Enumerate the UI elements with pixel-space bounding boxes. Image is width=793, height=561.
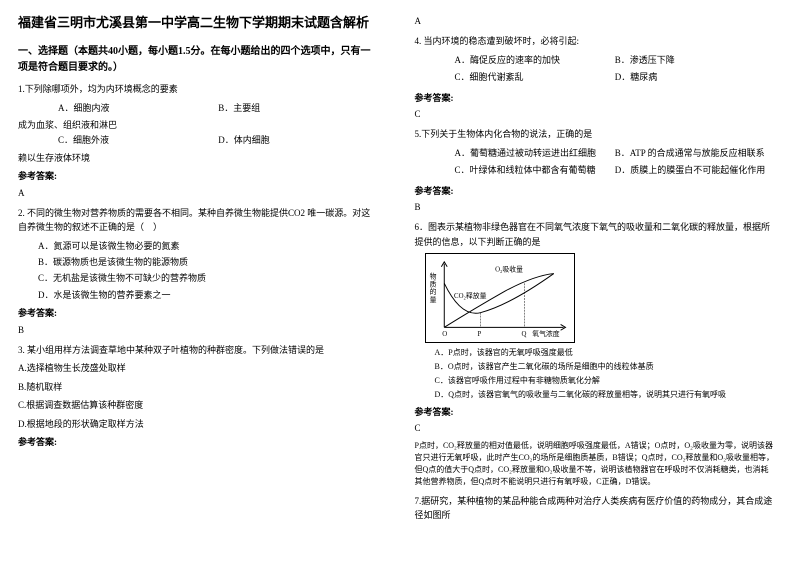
q3-text: 3. 某小组用样方法调查草地中某种双子叶植物的种群密度。下列做法错误的是 [18, 343, 379, 357]
q3-optC: C.根据调查数据估算该种群密度 [18, 398, 379, 412]
q4-optA: A．酶促反应的速率的加快 [455, 53, 615, 67]
q1-optA: A．细胞内液 [58, 101, 218, 115]
q5-ans: B [415, 200, 776, 214]
q6-optB: B．O点时，该器官产生二氧化碳的场所是细胞中的线粒体基质 [435, 361, 776, 373]
q3-ans: A [415, 14, 776, 28]
q2-ans-label: 参考答案: [18, 306, 379, 320]
q2-text: 2. 不同的微生物对营养物质的需要各不相同。某种自养微生物能提供CO2 唯一碳源… [18, 206, 379, 235]
svg-text:量: 量 [429, 296, 436, 304]
doc-title: 福建省三明市尤溪县第一中学高二生物下学期期末试题含解析 [18, 14, 379, 32]
q6-optC: C．该器官呼吸作用过程中有非糖物质氧化分解 [435, 375, 776, 387]
chart-y-label: 物 [429, 272, 436, 281]
q1-text: 1.下列除哪项外，均为内环境概念的要素 [18, 82, 379, 96]
q6-chart: 物 质 的 量 O₂吸收量 CO₂释放量 O P Q 氧气浓度 [425, 253, 575, 343]
q3-optB: B.随机取样 [18, 380, 379, 394]
q1-contC: 赖以生存液体环境 [18, 151, 379, 165]
q2-optD: D．水是该微生物的营养要素之一 [38, 288, 379, 302]
q1-ans-label: 参考答案: [18, 169, 379, 183]
q2-optC: C．无机盐是该微生物不可缺少的营养物质 [38, 271, 379, 285]
q4-ans: C [415, 107, 776, 121]
q6-text: 6．图表示某植物非绿色器官在不同氧气浓度下氧气的吸收量和二氧化碳的释放量，根据所… [415, 220, 776, 249]
q4-optD: D．糖尿病 [615, 70, 775, 86]
q6-optD: D．Q点时，该器官氧气的吸收量与二氧化碳的释放量相等，说明其只进行有氧呼吸 [435, 389, 776, 401]
chart-o2-label: O₂吸收量 [495, 265, 523, 274]
q6-explain: P点时，CO₂释放量的相对值最低，说明细胞呼吸强度最低，A错误；O点时，O₂吸收… [415, 440, 776, 488]
q4-optB: B．渗透压下降 [615, 53, 775, 69]
q1-ans: A [18, 186, 379, 200]
section-heading: 一、选择题（本题共40小题，每小题1.5分。在每小题给出的四个选项中，只有一项是… [18, 44, 379, 76]
q6-ans: C [415, 421, 776, 435]
q6-optA: A．P点时，该器官的无氧呼吸强度最低 [435, 347, 776, 359]
chart-x-label: 氧气浓度 [532, 329, 559, 338]
q2-optA: A．氮源可以是该微生物必要的氮素 [38, 239, 379, 253]
svg-text:P: P [477, 331, 481, 338]
q2-ans: B [18, 323, 379, 337]
q3-optD: D.根据地段的形状确定取样方法 [18, 417, 379, 431]
q5-optD: D．质膜上的膜蛋白不可能起催化作用 [615, 163, 775, 179]
q5-ans-label: 参考答案: [415, 184, 776, 198]
svg-text:O: O [442, 331, 447, 338]
q1-optB: B．主要组 [218, 101, 378, 117]
q4-ans-label: 参考答案: [415, 91, 776, 105]
q4-optC: C．细胞代谢紊乱 [455, 70, 615, 84]
q3-ans-label: 参考答案: [18, 435, 379, 449]
svg-text:质: 质 [429, 279, 436, 288]
q3-optA: A.选择植物生长茂盛处取样 [18, 361, 379, 375]
svg-text:的: 的 [429, 287, 436, 296]
q2-optB: B．碳源物质也是该微生物的能源物质 [38, 255, 379, 269]
q1-optC: C．细胞外液 [58, 133, 218, 147]
q5-optC: C．叶绿体和线粒体中都含有葡萄糖 [455, 163, 615, 177]
q1-contA: 成为血浆、组织液和淋巴 [18, 118, 379, 132]
q5-text: 5.下列关于生物体内化合物的说法，正确的是 [415, 127, 776, 141]
q1-optD: D．体内细胞 [218, 133, 378, 149]
q6-ans-label: 参考答案: [415, 405, 776, 419]
q4-text: 4. 当内环境的稳态遭到破坏时，必将引起: [415, 34, 776, 48]
chart-co2-label: CO₂释放量 [454, 291, 487, 300]
q5-optA: A．葡萄糖通过被动转运进出红细胞 [455, 146, 615, 160]
svg-text:Q: Q [521, 331, 526, 338]
q5-optB: B．ATP 的合成通常与放能反应相联系 [615, 146, 775, 162]
q7-text: 7.据研究，某种植物的某品种能合成两种对治疗人类疾病有医疗价值的药物成分，其合成… [415, 494, 776, 523]
